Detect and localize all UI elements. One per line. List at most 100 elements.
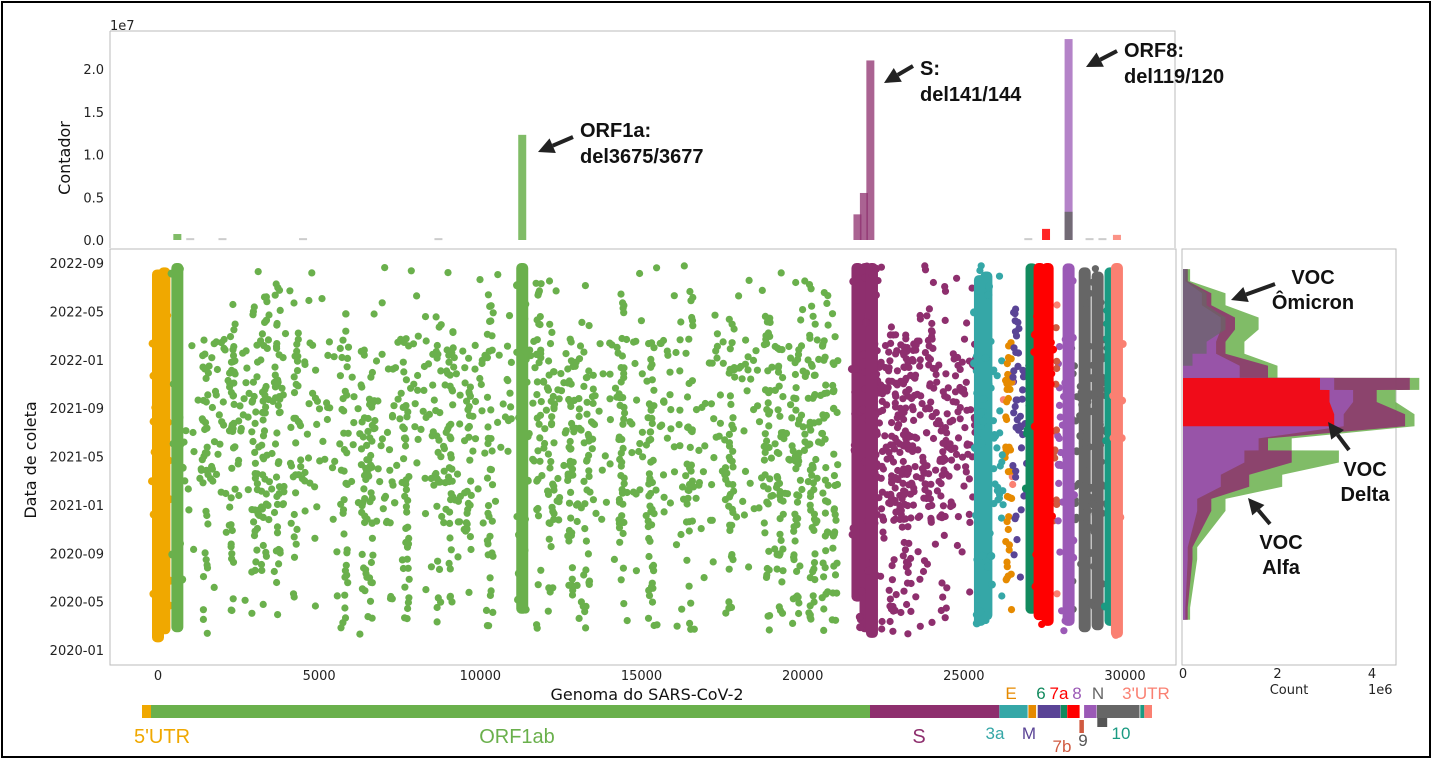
scatter-point	[744, 353, 752, 361]
scatter-point	[290, 553, 299, 561]
scatter-point	[620, 415, 628, 423]
scatter-point	[370, 310, 378, 318]
scatter-point	[928, 618, 936, 627]
scatter-point	[220, 421, 228, 429]
genome-label-S: S	[912, 726, 925, 748]
scatter-y-axis-label: Data de coleta	[21, 401, 40, 518]
scatter-point	[275, 483, 284, 491]
scatter-point	[775, 603, 783, 611]
genome-label-N: N	[1092, 684, 1104, 703]
scatter-point	[615, 524, 624, 532]
scatter-point	[239, 411, 247, 419]
scatter-point	[667, 425, 675, 433]
scatter-point	[589, 496, 598, 504]
scatter-point	[646, 502, 654, 510]
scatter-point	[190, 448, 198, 456]
scatter-point	[231, 485, 239, 493]
scatter-point	[729, 425, 738, 433]
scatter-point	[617, 449, 625, 457]
scatter-point	[237, 427, 245, 435]
scatter-dense-column-3'UTR	[1110, 263, 1123, 638]
scatter-point	[1044, 454, 1052, 462]
scatter-point	[645, 436, 653, 444]
scatter-point	[445, 559, 453, 568]
scatter-point	[900, 343, 908, 351]
scatter-point	[446, 593, 454, 601]
scatter-point	[764, 485, 772, 493]
scatter-point	[794, 420, 803, 428]
scatter-point	[521, 605, 530, 614]
scatter-point	[507, 358, 515, 366]
scatter-point	[275, 409, 283, 417]
scatter-point	[872, 264, 881, 273]
scatter-point	[1009, 373, 1017, 381]
scatter-point	[294, 335, 302, 343]
scatter-point	[1064, 384, 1073, 393]
scatter-point	[970, 444, 979, 452]
main-scatter-panel: Data de coleta Genoma do SARS-CoV-2 2020…	[21, 248, 1177, 704]
scatter-point	[484, 434, 492, 442]
scatter-point	[685, 582, 693, 590]
scatter-point	[477, 380, 485, 389]
scatter-point	[1053, 364, 1061, 373]
scatter-point	[259, 513, 267, 522]
scatter-point	[775, 449, 783, 458]
scatter-point	[360, 351, 368, 359]
scatter-point	[286, 287, 294, 295]
scatter-point	[411, 400, 419, 408]
scatter-point	[883, 401, 891, 409]
scatter-point	[821, 532, 829, 540]
scatter-point	[250, 303, 258, 311]
scatter-point	[974, 594, 983, 603]
scatter-point	[293, 347, 301, 355]
scatter-point	[916, 311, 924, 320]
scatter-point	[402, 376, 410, 384]
scatter-point	[366, 434, 374, 442]
scatter-point	[927, 398, 935, 406]
right-annotation-arrow-head	[1248, 498, 1265, 516]
scatter-y-tick-label: 2020-01	[50, 644, 104, 659]
scatter-point	[573, 517, 581, 526]
scatter-point	[533, 336, 541, 344]
scatter-point	[1042, 460, 1051, 469]
genome-label-3'UTR: 3'UTR	[1122, 684, 1170, 703]
scatter-point	[730, 487, 738, 495]
scatter-point	[773, 565, 781, 573]
scatter-point	[885, 348, 893, 356]
scatter-point	[746, 479, 754, 487]
scatter-point	[645, 534, 653, 543]
scatter-point	[893, 367, 902, 375]
scatter-point	[582, 624, 590, 632]
scatter-point	[476, 276, 484, 284]
scatter-point	[645, 480, 653, 488]
scatter-point	[148, 477, 156, 486]
scatter-point	[943, 394, 952, 402]
scatter-point	[485, 622, 493, 630]
scatter-point	[941, 614, 949, 622]
scatter-point	[730, 366, 739, 374]
scatter-point	[273, 500, 282, 508]
scatter-point	[670, 468, 679, 476]
scatter-point	[306, 339, 314, 347]
scatter-point	[541, 439, 549, 448]
scatter-point	[998, 458, 1006, 466]
scatter-point	[945, 472, 953, 480]
scatter-point	[391, 499, 399, 507]
scatter-point	[242, 379, 250, 387]
scatter-point	[678, 605, 686, 613]
scatter-y-tick-label: 2021-01	[50, 499, 104, 514]
top-y-ticks: 0.00.51.01.52.0	[83, 63, 104, 249]
scatter-point	[660, 508, 668, 516]
scatter-point	[483, 474, 492, 482]
top-y-tick-label: 2.0	[83, 63, 104, 78]
scatter-point	[1056, 413, 1064, 421]
right-annotation-label: VOC	[1343, 459, 1386, 481]
scatter-point	[1083, 398, 1092, 406]
scatter-point	[822, 381, 830, 389]
scatter-point	[666, 391, 674, 399]
scatter-point	[1004, 354, 1013, 362]
scatter-point	[790, 523, 798, 531]
scatter-point	[1069, 553, 1078, 562]
scatter-point	[330, 353, 338, 361]
scatter-point	[644, 414, 652, 422]
